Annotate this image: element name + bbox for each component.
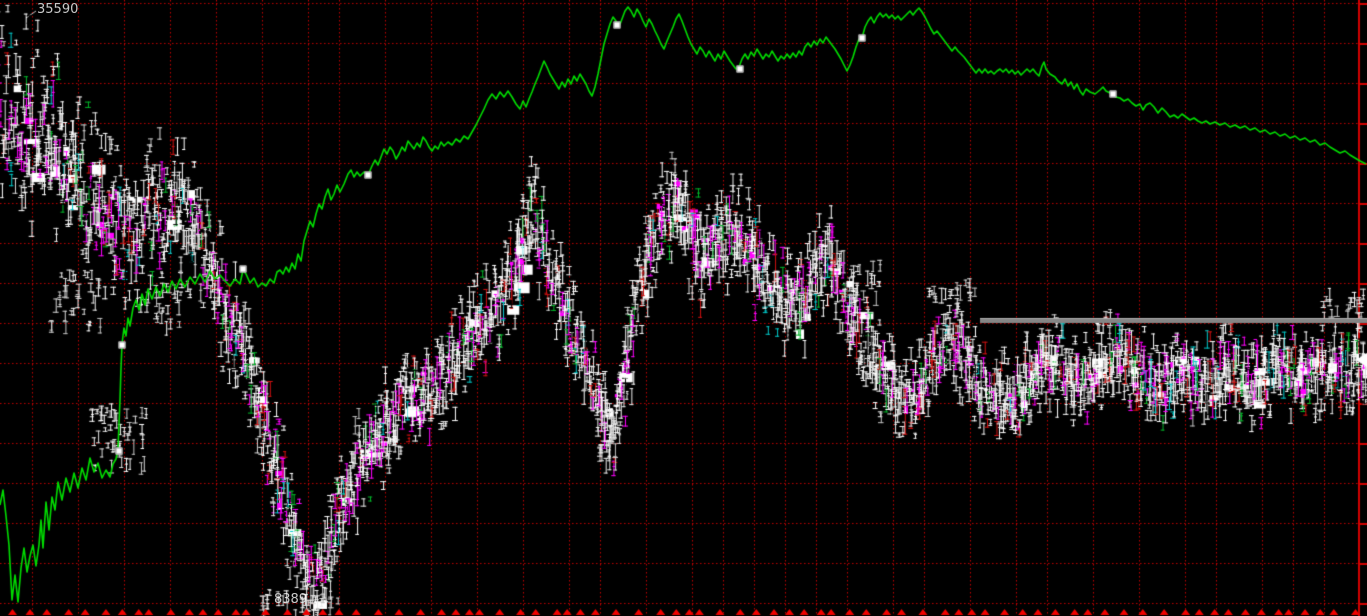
high-price-label: 35590 (37, 2, 79, 17)
